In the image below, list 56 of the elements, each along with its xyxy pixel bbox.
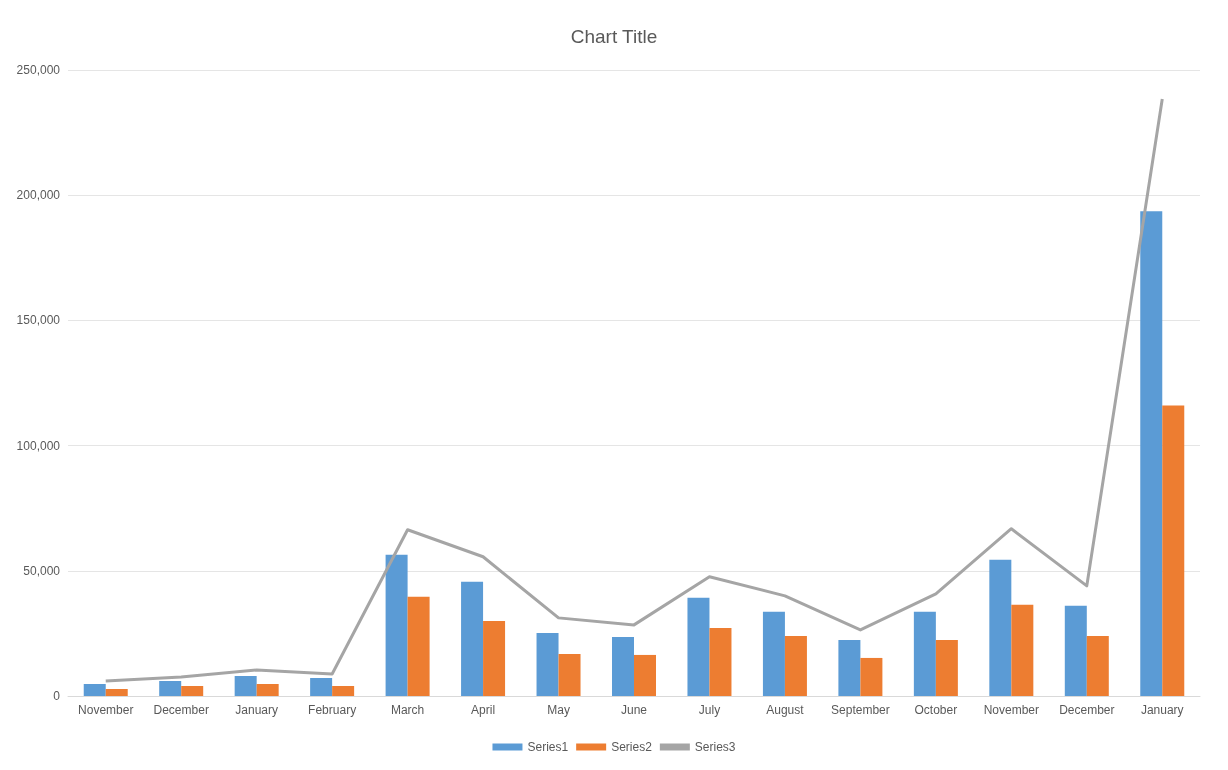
bar [1064, 605, 1087, 696]
bar [234, 675, 257, 696]
line-series [104, 97, 1164, 683]
bar [935, 639, 958, 696]
bar [913, 611, 936, 696]
x-tick-label: October [914, 703, 958, 717]
bar [838, 639, 861, 696]
bar [784, 635, 807, 696]
bar [709, 627, 732, 696]
legend-label: Series2 [611, 740, 653, 754]
bar [860, 657, 883, 696]
y-tick-label: 250,000 [16, 63, 61, 77]
bar [612, 636, 634, 696]
x-tick-label: May [547, 703, 570, 717]
bar [1162, 405, 1185, 696]
bar [762, 611, 785, 696]
x-tick-label: December [153, 703, 209, 717]
bar [634, 654, 656, 696]
x-tick-label: March [390, 703, 425, 717]
legend-label: Series3 [694, 740, 736, 754]
legend-label: Series1 [527, 740, 569, 754]
bar [332, 685, 355, 696]
bar [159, 680, 182, 696]
chart-title: Chart Title [570, 26, 658, 47]
x-tick-label: December [1059, 703, 1115, 717]
bar [181, 685, 204, 696]
bar [385, 554, 408, 696]
bar [310, 677, 333, 696]
x-tick-label: April [471, 703, 496, 717]
x-tick-label: January [1140, 703, 1184, 717]
y-tick-label: 0 [53, 689, 61, 703]
bar [1140, 211, 1163, 696]
y-tick-label: 150,000 [16, 313, 61, 328]
bar [407, 596, 430, 696]
x-tick-label: November [983, 703, 1040, 717]
bar [256, 683, 279, 696]
x-tick-label: January [235, 703, 279, 717]
x-tick-label: February [308, 703, 357, 717]
y-tick-label: 200,000 [16, 188, 61, 203]
x-tick-label: November [78, 703, 134, 717]
bar [1011, 604, 1034, 696]
bar [989, 559, 1012, 696]
x-tick-label: August [766, 703, 805, 717]
bar [483, 620, 506, 696]
bar [461, 581, 484, 696]
bar [536, 632, 559, 696]
bar [105, 688, 128, 696]
y-tick-label: 100,000 [16, 438, 61, 453]
bar [83, 683, 106, 696]
bar [687, 597, 710, 696]
x-tick-label: July [698, 703, 721, 717]
y-tick-label: 50,000 [23, 563, 61, 578]
bar [558, 653, 581, 696]
x-tick-label: June [620, 703, 648, 717]
bar [1086, 635, 1109, 696]
x-tick-label: September [831, 703, 890, 717]
